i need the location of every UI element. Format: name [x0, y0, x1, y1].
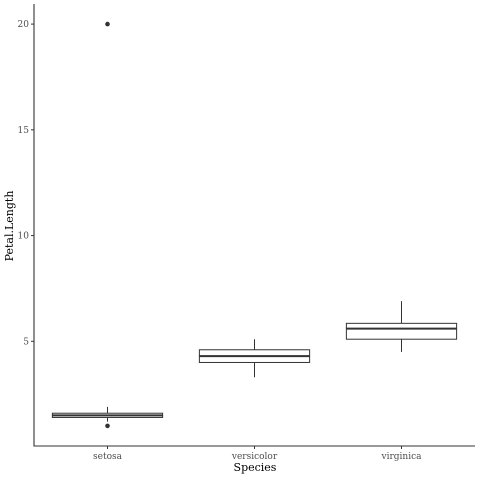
box-virginica — [345, 301, 458, 352]
y-tick-label: 5 — [23, 337, 29, 347]
y-tick-label: 20 — [18, 20, 30, 30]
boxes-layer — [51, 21, 458, 429]
outlier-point — [105, 423, 110, 429]
x-tick-label: virginica — [381, 452, 423, 462]
x-axis-title: Species — [234, 461, 277, 474]
box-setosa — [51, 21, 164, 429]
x-axis: setosa versicolor virginica — [33, 445, 475, 462]
y-axis: 5 10 15 20 — [18, 4, 35, 447]
y-axis-title: Petal.Length — [3, 191, 16, 262]
outlier-point — [105, 21, 110, 27]
box-versicolor — [198, 339, 311, 378]
box-rect — [345, 322, 458, 340]
y-tick-label: 15 — [18, 126, 30, 136]
y-tick-label: 10 — [18, 232, 30, 242]
x-tick-label: setosa — [93, 452, 123, 462]
x-tick-label: versicolor — [231, 452, 278, 462]
